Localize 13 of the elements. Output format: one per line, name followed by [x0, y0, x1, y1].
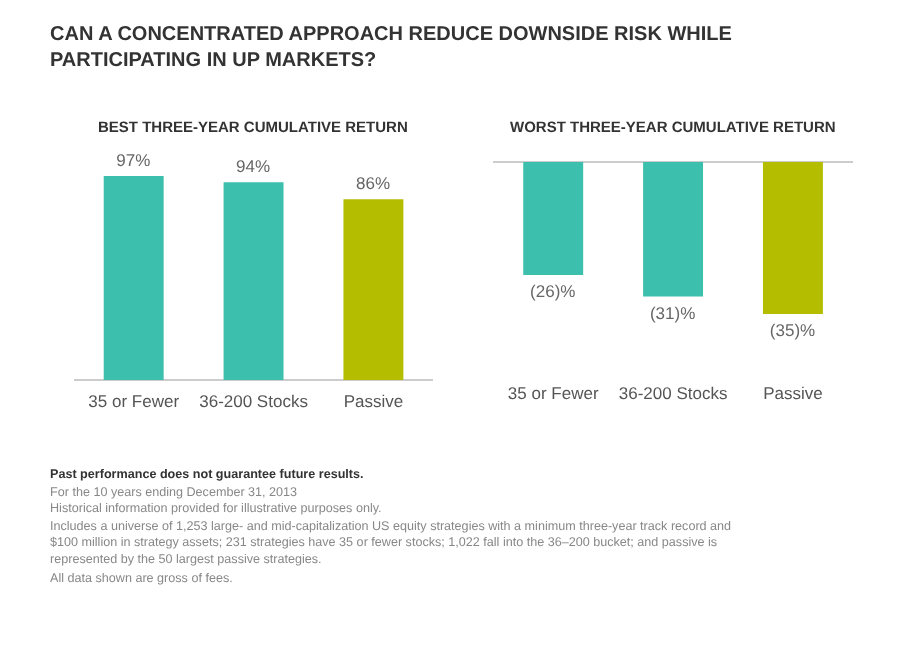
x-tick-label: 35 or Fewer [88, 391, 180, 411]
data-label: (26)% [530, 280, 577, 301]
data-label: 86% [355, 173, 391, 194]
data-label: (35)% [769, 320, 817, 340]
data-label: 94% [236, 156, 271, 177]
x-tick-label: 36-200 Stocks [618, 382, 728, 403]
x-tick-label: Passive [343, 391, 404, 411]
text: CAN A CONCENTRATED APPROACH REDUCE DOWNSIDE RISK WHILE PARTICIPATING IN UP MARKETS? [50, 24, 733, 72]
x-tick-label: 35 or Fewer [507, 382, 599, 403]
x-tick-label: 36-200 Stocks [199, 391, 308, 411]
data-label: 97% [116, 150, 152, 170]
data-label: (31)% [649, 302, 697, 323]
x-tick-label: Passive [763, 382, 824, 403]
